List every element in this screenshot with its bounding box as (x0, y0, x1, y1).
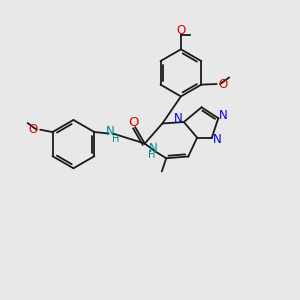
Text: N: N (174, 112, 183, 125)
Text: O: O (176, 24, 185, 37)
Text: O: O (219, 77, 228, 91)
Text: O: O (28, 123, 38, 136)
Text: N: N (106, 125, 115, 138)
Text: H: H (112, 134, 119, 143)
Text: N: N (219, 109, 228, 122)
Text: O: O (129, 116, 139, 129)
Text: N: N (149, 142, 158, 155)
Text: H: H (148, 150, 155, 160)
Text: N: N (213, 133, 221, 146)
